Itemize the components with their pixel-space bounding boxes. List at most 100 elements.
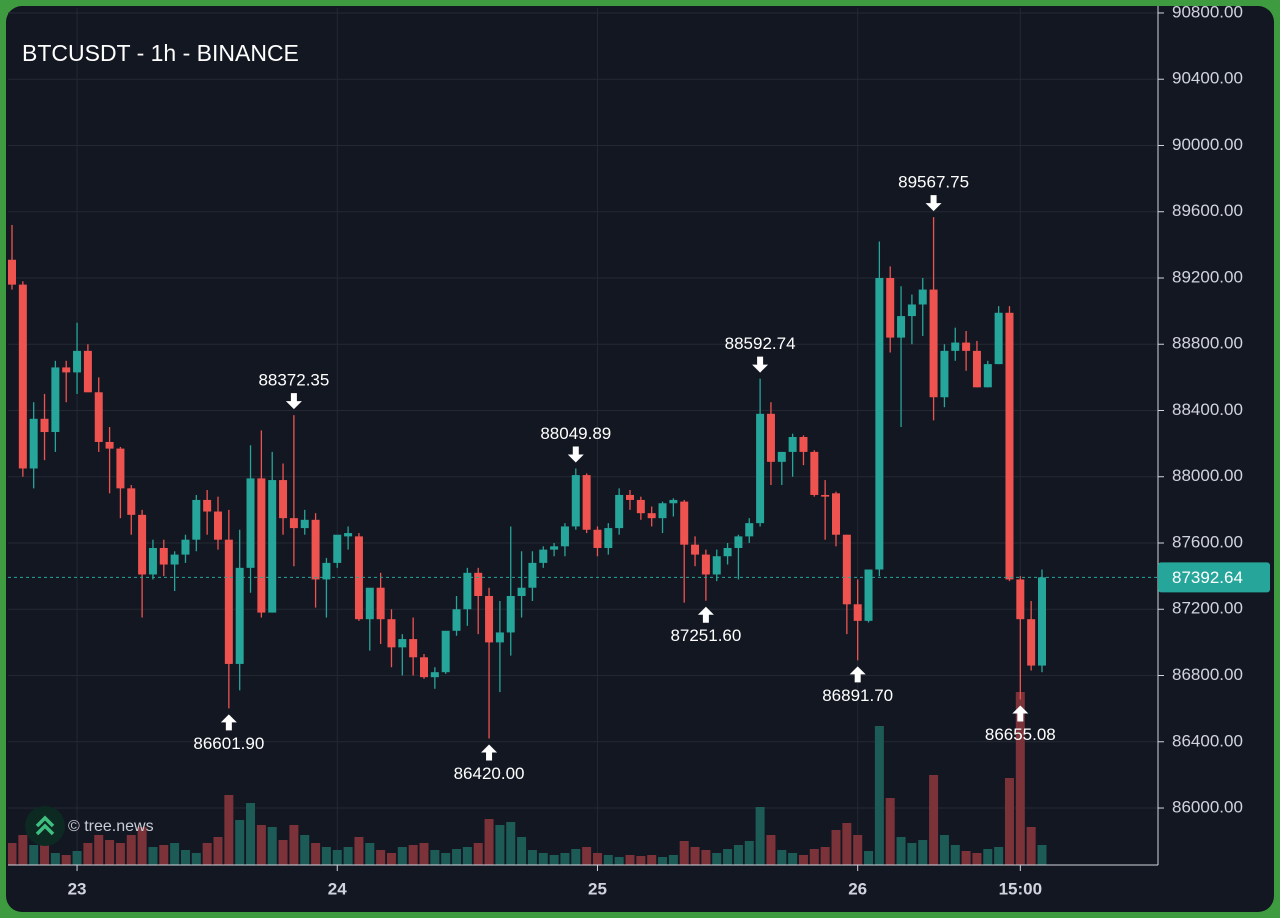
candle-body [560,526,569,547]
candle-body [94,392,103,442]
candle-body [593,529,602,548]
volume-bar [766,835,776,865]
candle-body [745,523,754,537]
y-tick-label: 86400.00 [1172,731,1243,750]
high-arrow [752,356,769,373]
watermark-text: © tree.news [68,818,154,835]
panel [6,6,1274,912]
candle-body [571,475,580,527]
volume-bar [484,819,494,865]
candle-body [972,350,981,388]
volume-bar [1037,845,1047,865]
volume-bar [788,853,798,865]
y-tick-label: 89200.00 [1172,267,1243,286]
volume-bar [983,849,993,865]
volume-bar [929,775,939,865]
volume-bar [636,856,646,865]
volume-bar [918,840,928,865]
candle-body [680,501,689,545]
candle-body [127,488,136,515]
candle-body [918,289,927,305]
candle-body [886,277,895,338]
volume-bar [549,855,559,865]
volume-bar [896,837,906,865]
candle-body [300,519,309,529]
candle-body [159,547,168,565]
volume-layer [8,692,1047,865]
watermark: © tree.news [25,806,154,846]
volume-bar [137,827,147,865]
volume-bar [560,853,570,865]
volume-bar [300,835,310,865]
volume-bar [592,853,602,865]
volume-bar [723,849,733,865]
candle-body [246,478,255,568]
volume-bar [961,851,971,865]
volume-bar [365,843,375,865]
volume-bar [939,835,949,865]
axis-layer: 86000.00 86400.00 86800.00 87200.00 87600.00… [8,2,1270,898]
volume-bar [148,847,158,865]
volume-bar [733,845,743,865]
volume-bar [777,850,787,865]
y-tick-label: 86000.00 [1172,798,1243,817]
volume-bar [40,840,50,865]
last-price-label: 87392.64 [1172,568,1243,587]
volume-bar [907,843,917,865]
candle-body [647,513,656,519]
volume-bar [517,837,527,865]
candle-body [582,475,591,530]
volume-bar [755,807,765,865]
volume-bar [408,845,418,865]
y-tick-label: 88400.00 [1172,400,1243,419]
candle-body [875,277,884,570]
candle-body [517,587,526,597]
candle-body [539,549,548,563]
candle-body [832,493,840,535]
candle-body [669,499,678,504]
candle-body [214,511,222,540]
volume-bar [625,855,635,865]
candle-body [897,316,906,338]
volume-bar [1026,827,1036,865]
volume-bar [311,843,321,865]
volume-bar [647,855,657,865]
volume-bar [191,853,201,865]
x-tick-label: 24 [328,879,347,898]
candle-body [430,672,439,678]
volume-bar [246,803,256,865]
low-arrow [849,666,866,683]
volume-bar [842,823,852,865]
logo-chevrons [35,815,55,836]
volume-bar [874,726,884,865]
volume-bar [658,857,668,865]
x-tick-label: 23 [68,879,87,898]
low-arrow [697,606,714,623]
candle-body [62,367,71,373]
candle-body [8,259,16,285]
candle-body [289,518,298,529]
volume-bar [202,843,212,865]
candle-body [962,342,971,351]
volume-bar [701,850,711,865]
candle-body [766,413,775,462]
candle-body [409,639,418,658]
volume-bar [809,849,819,865]
candle-body [452,609,461,631]
candle-body [170,554,179,565]
candle-body [192,499,201,540]
candle-body [907,304,916,317]
high-arrow [285,393,302,410]
volume-bar [462,847,472,865]
candle-body [994,312,1003,365]
y-tick-label: 89600.00 [1172,201,1243,220]
low-label: 86655.08 [985,725,1056,744]
volume-bar [354,837,364,865]
candle-body [73,350,82,373]
candle-body [734,536,743,548]
candle-body [756,413,765,524]
volume-bar [885,798,895,865]
volume-bar [1015,692,1025,865]
high-arrow [925,195,942,212]
y-tick-label: 86800.00 [1172,665,1243,684]
